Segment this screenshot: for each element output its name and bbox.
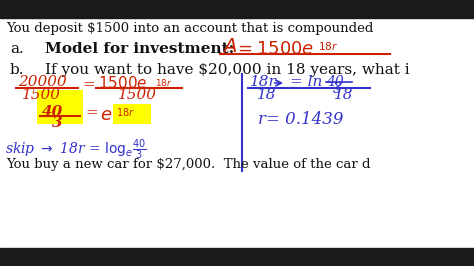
Text: =: =: [86, 106, 104, 120]
Text: skip $\rightarrow$ 18r = $\log_e\!\frac{40}{3}$: skip $\rightarrow$ 18r = $\log_e\!\frac{…: [5, 138, 146, 162]
Text: If you want to have $20,000 in 18 years, what i: If you want to have $20,000 in 18 years,…: [45, 63, 410, 77]
Text: $\mathit{A}$: $\mathit{A}$: [222, 38, 237, 56]
Text: 18: 18: [334, 88, 354, 102]
Text: $^{18r}$: $^{18r}$: [116, 108, 135, 122]
FancyBboxPatch shape: [37, 90, 83, 124]
Text: 40: 40: [326, 75, 344, 89]
Text: $^{18r}$: $^{18r}$: [155, 79, 173, 92]
Text: 1500: 1500: [118, 88, 157, 102]
Text: 3: 3: [52, 116, 63, 130]
Bar: [0, 248, 474, 266]
FancyBboxPatch shape: [113, 104, 151, 124]
Text: Model for investment:: Model for investment:: [45, 42, 234, 56]
Text: 20000: 20000: [18, 75, 67, 89]
Text: $1500e$: $1500e$: [98, 75, 147, 91]
Text: b.: b.: [10, 63, 25, 77]
Text: 40: 40: [42, 105, 63, 119]
Text: r= 0.1439: r= 0.1439: [258, 111, 344, 128]
Text: 18r: 18r: [250, 75, 277, 89]
Bar: [0, 18, 474, 248]
Text: You deposit $1500 into an account that is compounded: You deposit $1500 into an account that i…: [6, 22, 374, 35]
Text: a.: a.: [10, 42, 24, 56]
Text: 18: 18: [257, 88, 276, 102]
Text: 1500: 1500: [22, 88, 61, 102]
Text: $^{18r}$: $^{18r}$: [318, 44, 338, 58]
Bar: [0, 0, 474, 18]
Text: $e$: $e$: [100, 106, 112, 124]
Text: = ln: = ln: [290, 75, 322, 89]
Text: You buy a new car for $27,000.  The value of the car d: You buy a new car for $27,000. The value…: [6, 158, 371, 171]
Text: 3: 3: [333, 82, 342, 96]
Text: $= 1500e$: $= 1500e$: [234, 40, 314, 58]
Text: =: =: [82, 78, 95, 92]
